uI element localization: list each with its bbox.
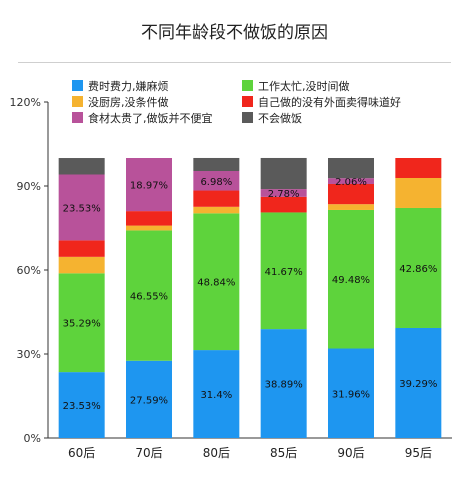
bar-segment [126, 360, 172, 438]
bar-segment [126, 225, 172, 231]
legend-label: 不会做饭 [258, 111, 302, 125]
data-label: 31.96% [332, 389, 370, 400]
legend-label: 工作太忙,没时间做 [258, 79, 350, 93]
title-divider [18, 62, 451, 63]
y-tick-label: 0% [24, 432, 41, 445]
y-tick-label: 30% [17, 348, 41, 361]
bar-segment [58, 372, 105, 438]
bar-segment [58, 256, 105, 274]
data-label: 2.78% [268, 189, 300, 200]
data-label: 18.97% [130, 181, 168, 192]
bar-segment [260, 157, 307, 190]
bar-segment [328, 348, 374, 438]
bar-segment [328, 158, 374, 179]
data-label: 23.53% [63, 203, 101, 214]
bar-segment [58, 240, 105, 257]
bar-segment [260, 196, 307, 213]
y-tick-label: 120% [10, 96, 41, 109]
bar-segment [193, 170, 240, 191]
bar-segment [328, 204, 374, 210]
data-label: 46.55% [130, 292, 168, 303]
data-label: 38.89% [265, 380, 303, 391]
data-label: 49.48% [332, 275, 370, 286]
data-label: 2.06% [335, 177, 367, 188]
legend-swatch [72, 96, 83, 107]
data-label: 35.29% [63, 319, 101, 330]
bar-segment [395, 327, 442, 438]
bar-segment [193, 190, 240, 207]
data-label: 31.4% [200, 390, 232, 401]
bar-segment [260, 212, 307, 330]
data-label: 39.29% [399, 379, 437, 390]
bar-segment [126, 211, 172, 226]
legend-swatch [242, 112, 253, 123]
bar-segment [395, 207, 442, 328]
legend-swatch [72, 112, 83, 123]
x-tick-label: 80后 [203, 446, 230, 460]
x-tick-label: 90后 [337, 446, 364, 460]
bar-segment [193, 206, 240, 214]
bar-segment [126, 230, 172, 361]
data-label: 6.98% [200, 177, 232, 188]
bar-segment [260, 189, 307, 197]
legend-label: 费时费力,嫌麻烦 [88, 79, 169, 93]
bar-segment [328, 178, 374, 184]
data-label: 41.67% [265, 267, 303, 278]
bar-segment [58, 273, 105, 373]
x-tick-label: 60后 [68, 446, 95, 460]
bar-segment [58, 174, 105, 241]
bar-segment [260, 329, 307, 438]
bar-segment [193, 213, 240, 351]
bar-segment [58, 158, 105, 175]
bar-segment [395, 177, 442, 208]
bar-segment [328, 183, 374, 205]
legend-swatch [72, 80, 83, 91]
legend-label: 没厨房,没条件做 [88, 95, 169, 109]
data-label: 42.86% [399, 264, 437, 275]
y-tick-label: 60% [17, 264, 41, 277]
bar-segment [193, 157, 240, 171]
data-label: 23.53% [63, 401, 101, 412]
bar-segment [193, 350, 240, 438]
legend-label: 自己做的没有外面卖得味道好 [258, 95, 401, 109]
legend-swatch [242, 96, 253, 107]
legend-swatch [242, 80, 253, 91]
bar-segment [328, 209, 374, 349]
y-tick-label: 90% [17, 180, 41, 193]
chart-title: 不同年龄段不做饭的原因 [141, 23, 328, 43]
x-tick-label: 85后 [270, 446, 297, 460]
bar-segment [395, 158, 442, 178]
data-label: 27.59% [130, 395, 168, 406]
x-tick-label: 70后 [135, 446, 162, 460]
legend-label: 食材太贵了,做饭并不便宜 [88, 111, 213, 125]
data-label: 48.84% [197, 278, 235, 289]
bar-segment [126, 158, 172, 212]
x-tick-label: 95后 [405, 446, 432, 460]
